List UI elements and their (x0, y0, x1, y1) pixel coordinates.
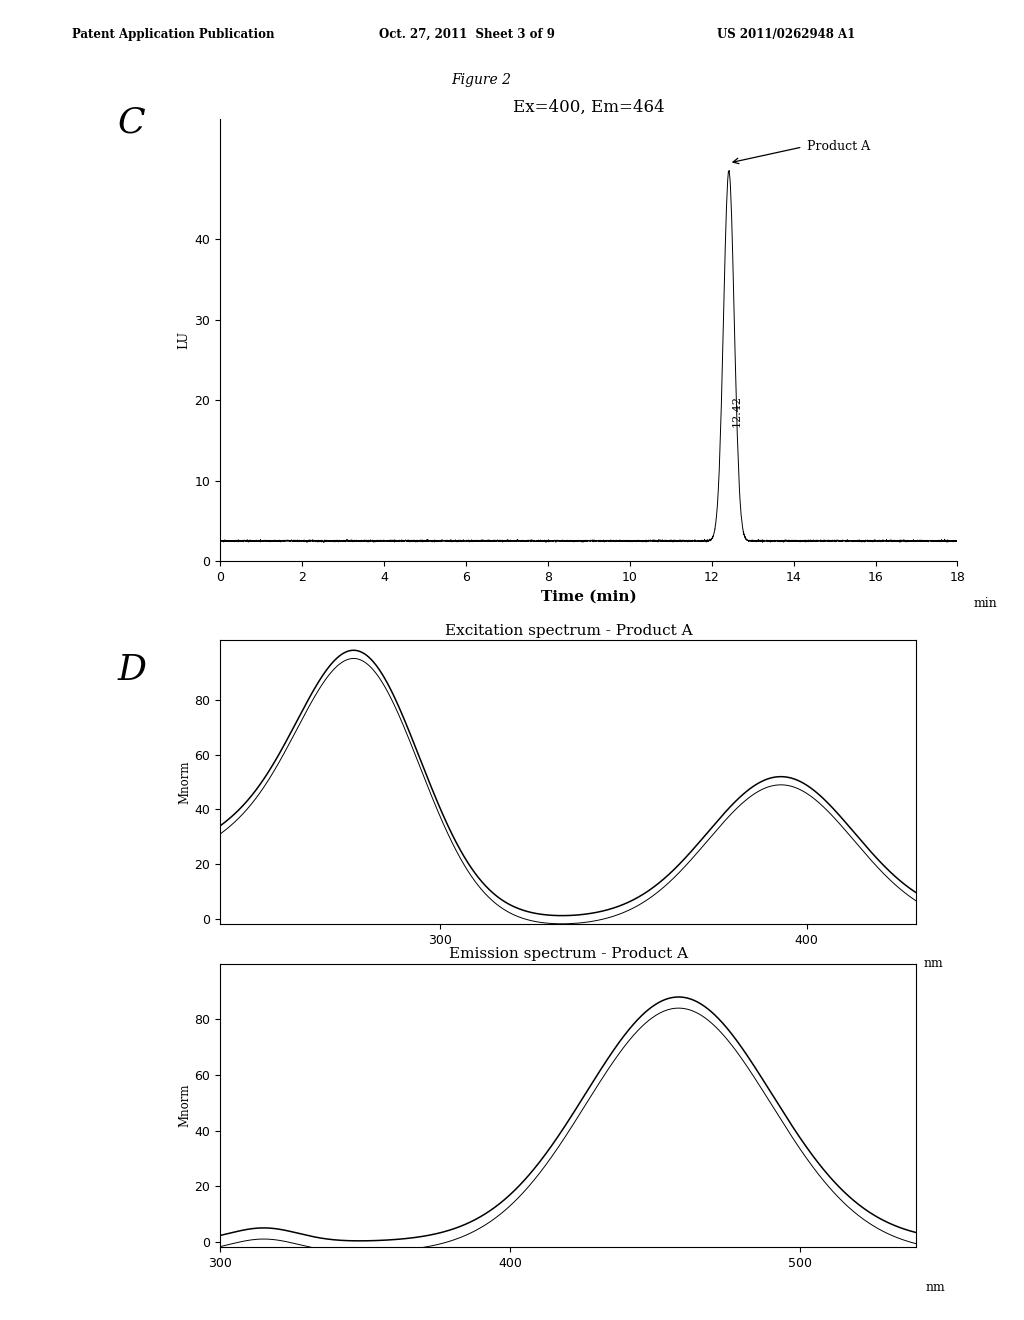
Text: nm: nm (924, 957, 943, 970)
Text: US 2011/0262948 A1: US 2011/0262948 A1 (717, 28, 855, 41)
Text: C: C (118, 106, 145, 140)
Text: Oct. 27, 2011  Sheet 3 of 9: Oct. 27, 2011 Sheet 3 of 9 (379, 28, 555, 41)
Text: D: D (118, 653, 146, 688)
Title: Excitation spectrum - Product A: Excitation spectrum - Product A (444, 623, 692, 638)
Y-axis label: Mnorm: Mnorm (178, 1084, 191, 1127)
Text: 12.42: 12.42 (731, 396, 741, 428)
Text: Product A: Product A (807, 140, 869, 153)
Text: min: min (974, 597, 997, 610)
Y-axis label: LU: LU (177, 331, 190, 348)
Text: Figure 2: Figure 2 (452, 73, 511, 87)
Text: nm: nm (926, 1280, 945, 1294)
Title: Emission spectrum - Product A: Emission spectrum - Product A (449, 946, 688, 961)
Title: Ex=400, Em=464: Ex=400, Em=464 (513, 99, 665, 116)
Text: Patent Application Publication: Patent Application Publication (72, 28, 274, 41)
Y-axis label: Mnorm: Mnorm (178, 760, 191, 804)
X-axis label: Time (min): Time (min) (541, 589, 637, 603)
